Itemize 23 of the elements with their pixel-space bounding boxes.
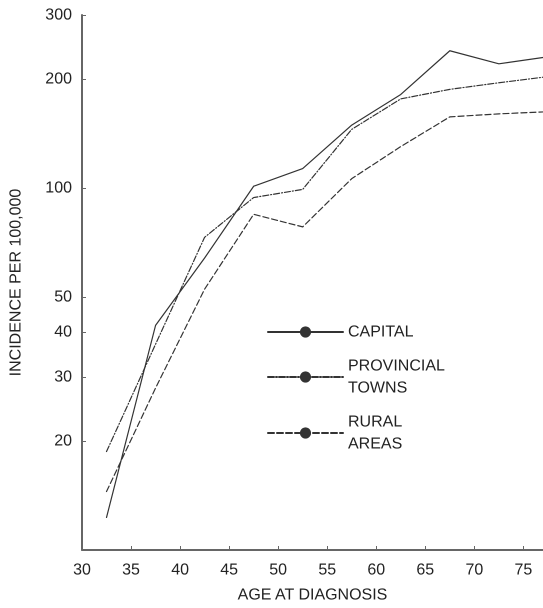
x-tick-label: 40 bbox=[171, 562, 190, 578]
line-series bbox=[106, 50, 543, 518]
y-tick-label: 100 bbox=[45, 179, 72, 196]
legend-label: PROVINCIAL TOWNS bbox=[348, 358, 449, 396]
y-axis-title: INCIDENCE PER 100,000 bbox=[8, 188, 24, 376]
legend-label: RURAL AREAS bbox=[348, 414, 406, 452]
x-tick-label: 50 bbox=[269, 562, 288, 578]
y-tick-label: 40 bbox=[54, 323, 72, 340]
y-tick-label: 50 bbox=[54, 288, 72, 306]
x-tick-label: 30 bbox=[73, 562, 91, 578]
x-tick-label: 60 bbox=[367, 562, 386, 578]
x-axis-title: AGE AT DIAGNOSIS bbox=[238, 586, 388, 604]
x-tick-label: 65 bbox=[416, 562, 434, 578]
x-tick-label: 70 bbox=[465, 562, 484, 578]
x-tick-label: 55 bbox=[318, 562, 336, 578]
y-tick-label: 30 bbox=[54, 368, 72, 386]
x-tick-label: 35 bbox=[122, 562, 140, 578]
x-tick-label: 75 bbox=[514, 562, 532, 578]
legend-label: CAPITAL bbox=[348, 324, 414, 340]
y-tick-label: 300 bbox=[45, 6, 72, 24]
x-tick-label: 45 bbox=[220, 562, 238, 578]
y-tick-label: 200 bbox=[45, 70, 72, 88]
y-tick-label: 20 bbox=[54, 432, 72, 450]
